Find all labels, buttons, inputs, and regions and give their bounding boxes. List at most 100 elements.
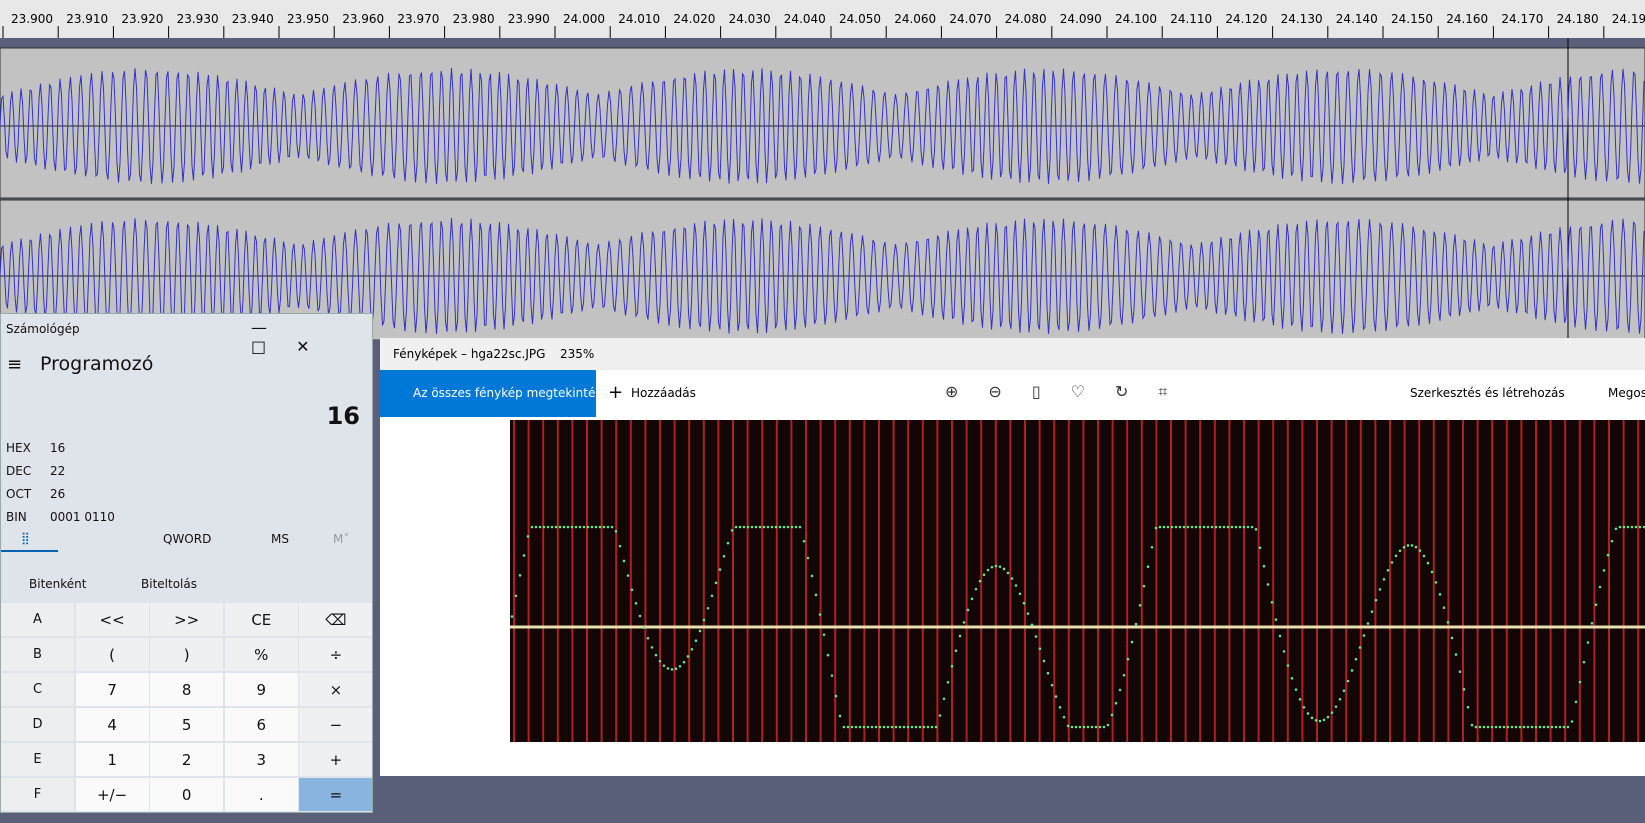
sample-dot: [1022, 601, 1026, 605]
keypad-tab[interactable]: ⣿: [21, 531, 30, 545]
key[interactable]: >>: [150, 603, 224, 636]
menu-button[interactable]: ≡: [7, 354, 23, 375]
sample-dot: [882, 725, 886, 729]
key[interactable]: +/−: [75, 778, 149, 811]
sample-dot: [1070, 725, 1074, 729]
sample-dot: [1534, 725, 1538, 729]
sample-dot: [610, 525, 614, 529]
waveform: [0, 217, 1645, 334]
sample-dot: [754, 525, 758, 529]
sample-dot: [1574, 700, 1578, 704]
base-name[interactable]: OCT: [6, 487, 32, 501]
toolbar-icons[interactable]: ⊕⊖▯♡↻⌗: [945, 382, 1198, 401]
sample-dot: [802, 539, 806, 543]
sample-dot: [1054, 695, 1058, 698]
sample-dot: [570, 525, 574, 529]
edit-label[interactable]: Szerkesztés és létrehozás: [1410, 386, 1565, 400]
key[interactable]: +: [299, 743, 373, 776]
base-name[interactable]: HEX: [6, 441, 31, 455]
key[interactable]: CE: [224, 603, 298, 636]
sample-dot: [1162, 525, 1166, 529]
tool-menu[interactable]: Bitenként: [29, 577, 87, 591]
base-value: 22: [50, 464, 66, 478]
key[interactable]: ×: [299, 673, 373, 706]
key[interactable]: 3: [224, 743, 298, 776]
sample-dot: [1390, 561, 1394, 564]
ruler-label: 24.170: [1501, 12, 1543, 26]
sample-dot: [1622, 525, 1626, 529]
window-controls[interactable]: —□✕: [251, 318, 340, 356]
sample-dot: [814, 593, 818, 597]
sample-dot: [1238, 525, 1242, 529]
key[interactable]: D: [1, 708, 74, 741]
key[interactable]: B: [1, 638, 74, 671]
memory-tab[interactable]: MS: [271, 532, 289, 546]
key[interactable]: 5: [150, 708, 224, 741]
sample-dot: [1542, 725, 1546, 729]
view-all-button[interactable]: [380, 370, 596, 417]
key[interactable]: =: [299, 778, 373, 811]
sample-dot: [1290, 677, 1294, 680]
base-name[interactable]: DEC: [6, 464, 32, 478]
sample-dot: [1250, 525, 1254, 529]
sample-dot: [1482, 725, 1486, 729]
sample-dot: [1234, 525, 1238, 529]
sample-dot: [1618, 525, 1622, 529]
sample-dot: [562, 525, 566, 529]
sample-dot: [1106, 723, 1110, 727]
sample-dot: [1322, 718, 1326, 722]
key[interactable]: <<: [75, 603, 149, 636]
key[interactable]: 1: [75, 743, 149, 776]
sample-dot: [1130, 640, 1134, 644]
key[interactable]: 0: [150, 778, 224, 811]
key[interactable]: ): [150, 638, 224, 671]
sample-dot: [1186, 525, 1190, 529]
key[interactable]: ÷: [299, 638, 373, 671]
add-label[interactable]: Hozzáadás: [631, 386, 696, 400]
key[interactable]: (: [75, 638, 149, 671]
key[interactable]: −: [299, 708, 373, 741]
display: 16: [326, 402, 360, 430]
sample-dot: [838, 714, 842, 718]
sample-dot: [1002, 567, 1006, 571]
key[interactable]: 9: [224, 673, 298, 706]
sample-dot: [1330, 711, 1334, 714]
share-label[interactable]: Megos: [1608, 386, 1645, 400]
sample-dot: [902, 725, 906, 729]
sample-dot: [542, 525, 546, 529]
tool-menu[interactable]: Biteltolás: [141, 577, 197, 591]
sample-dot: [878, 725, 882, 729]
key[interactable]: E: [1, 743, 74, 776]
key[interactable]: 4: [75, 708, 149, 741]
sample-dot: [662, 664, 666, 667]
key[interactable]: %: [224, 638, 298, 671]
sample-dot: [1150, 545, 1154, 549]
memory-tab[interactable]: QWORD: [163, 532, 212, 546]
sample-dot: [806, 556, 810, 560]
key[interactable]: 2: [150, 743, 224, 776]
sample-dot: [910, 725, 914, 729]
sample-dot: [1226, 525, 1230, 529]
sample-dot: [1006, 571, 1010, 575]
sample-dot: [1178, 525, 1182, 529]
key[interactable]: 7: [75, 673, 149, 706]
sample-dot: [1182, 525, 1186, 529]
ruler-label: 23.950: [287, 12, 329, 26]
sample-dot: [994, 564, 998, 568]
base-name[interactable]: BIN: [6, 510, 27, 524]
key[interactable]: .: [224, 778, 298, 811]
key[interactable]: A: [1, 603, 74, 636]
memory-tab[interactable]: M˅: [333, 532, 350, 546]
key[interactable]: 6: [224, 708, 298, 741]
key[interactable]: C: [1, 673, 74, 706]
key[interactable]: 8: [150, 673, 224, 706]
sample-dot: [1274, 618, 1278, 621]
ruler-label: 23.990: [508, 12, 550, 26]
key[interactable]: ⌫: [299, 603, 373, 636]
sample-dot: [1642, 525, 1645, 529]
sample-dot: [1590, 621, 1594, 625]
ruler-label: 24.110: [1170, 12, 1212, 26]
add-icon[interactable]: +: [608, 382, 624, 403]
key[interactable]: F: [1, 778, 74, 811]
